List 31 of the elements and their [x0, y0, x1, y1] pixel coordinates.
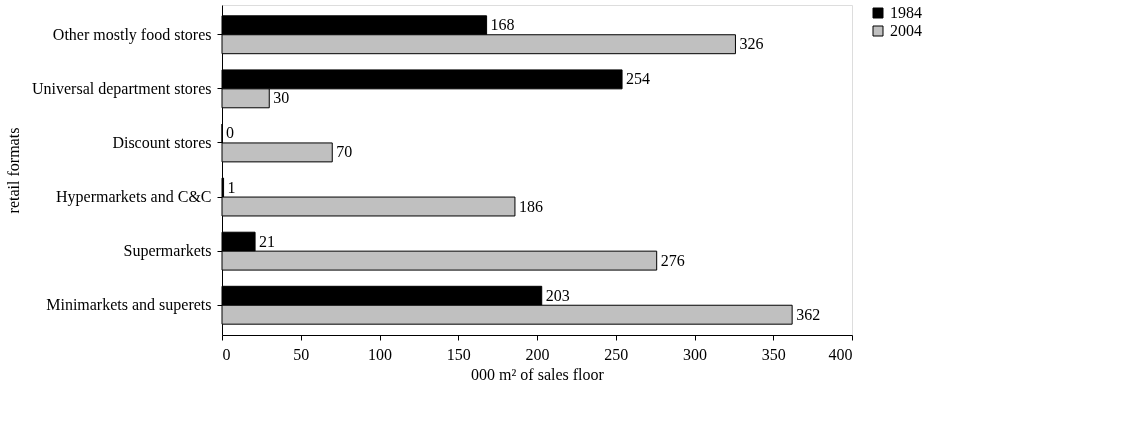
y-tick-label: Discount stores	[112, 133, 212, 151]
x-tick-label: 0	[222, 345, 231, 363]
data-label: 186	[518, 197, 543, 215]
x-axis-title: 000 m² of sales floor	[471, 365, 605, 383]
x-tick-label: 300	[683, 345, 707, 363]
data-label: 168	[490, 16, 515, 34]
x-tick-label: 350	[761, 345, 786, 363]
x-tick-label: 100	[368, 345, 392, 363]
data-label: 21	[259, 232, 276, 250]
data-label: 362	[796, 305, 821, 323]
x-tick-label: 250	[604, 345, 629, 363]
data-label: 1	[227, 178, 236, 196]
x-tick-label: 150	[446, 345, 471, 363]
data-label: 30	[273, 89, 290, 107]
data-label: 326	[739, 35, 764, 53]
legend-label: 1984	[890, 4, 922, 21]
y-tick-label: Hypermarkets and C&C	[55, 188, 212, 207]
legend-label: 2004	[890, 22, 922, 39]
y-tick-label: Universal department stores	[32, 79, 212, 98]
y-tick-label: Supermarkets	[123, 242, 212, 261]
data-label: 254	[626, 70, 651, 88]
x-tick-label: 50	[293, 345, 310, 363]
data-label: 70	[336, 143, 353, 161]
data-label: 276	[660, 251, 685, 269]
x-tick-label: 400	[828, 345, 853, 363]
y-tick-label: Other mostly food stores	[52, 25, 212, 44]
data-label: 203	[545, 286, 570, 304]
data-label: 0	[226, 124, 234, 142]
y-axis-title: retail formats	[5, 127, 22, 214]
x-tick-label: 200	[525, 345, 550, 363]
y-tick-label: Minimarkets and superets	[46, 296, 212, 315]
